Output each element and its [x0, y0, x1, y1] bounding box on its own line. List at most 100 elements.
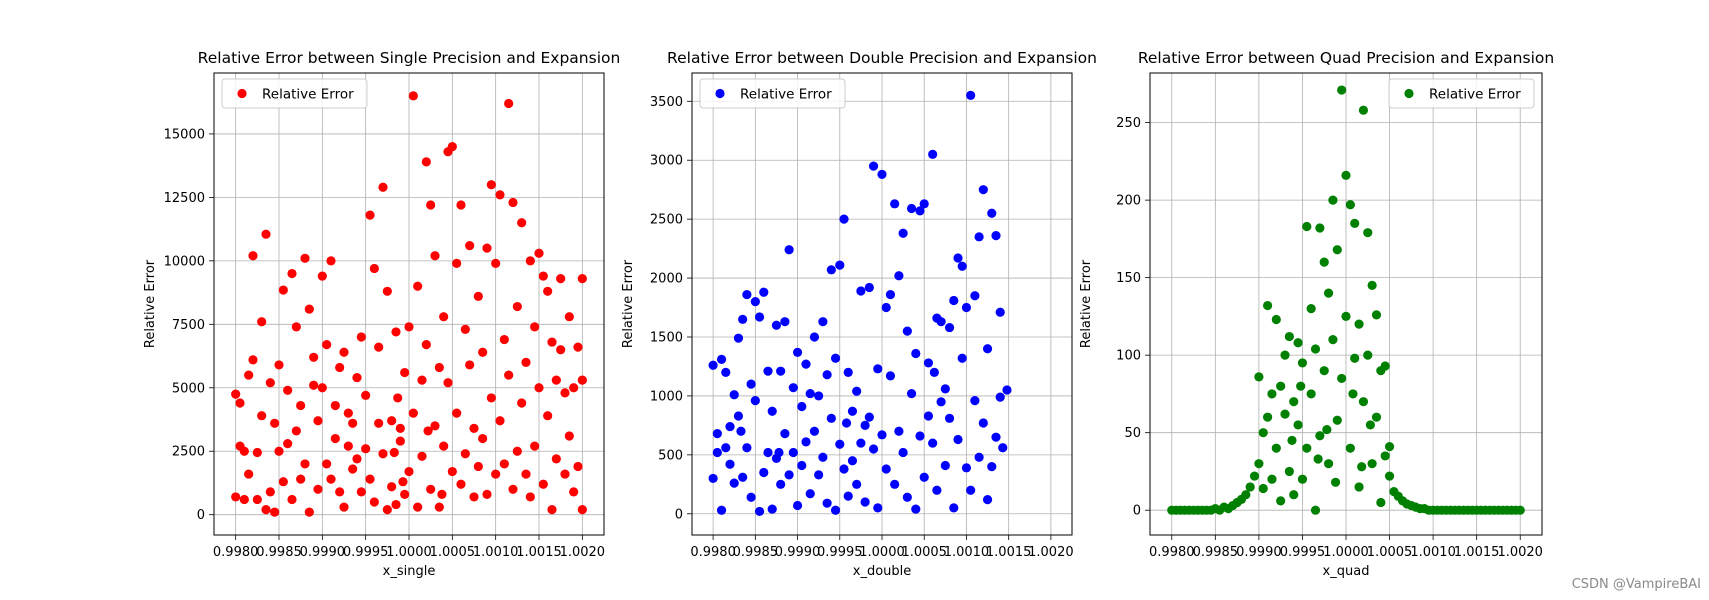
data-point	[873, 364, 883, 374]
data-point	[356, 332, 366, 342]
data-point	[417, 451, 427, 461]
data-point	[1267, 389, 1277, 399]
y-axis-label: Relative Error	[143, 259, 158, 348]
data-point	[482, 489, 492, 499]
data-point	[287, 268, 297, 279]
data-point	[995, 307, 1005, 317]
data-point	[953, 253, 963, 263]
data-point	[763, 366, 773, 376]
data-point	[839, 214, 849, 224]
data-point	[465, 360, 475, 370]
data-point	[400, 489, 410, 499]
data-point	[465, 241, 475, 251]
data-point	[443, 378, 453, 388]
x-tick-label: 1.0015	[516, 545, 562, 560]
data-point	[538, 271, 548, 281]
data-point	[387, 416, 397, 426]
y-tick-label: 2500	[172, 445, 205, 460]
data-point	[339, 347, 349, 357]
data-point	[270, 507, 280, 517]
data-point	[304, 507, 314, 517]
data-point	[923, 411, 934, 421]
y-tick-label: 0	[197, 508, 205, 523]
x-tick-label: 1.0005	[430, 545, 476, 560]
x-tick-label: 0.9980	[690, 545, 736, 560]
data-point	[1002, 385, 1012, 395]
data-point	[495, 416, 505, 426]
data-point	[343, 408, 353, 418]
data-point	[309, 380, 319, 390]
chart-title: Relative Error between Double Precision …	[667, 49, 1097, 67]
data-point	[261, 229, 271, 239]
data-point	[404, 322, 414, 332]
data-point	[712, 447, 722, 458]
x-tick-label: 1.0015	[986, 545, 1032, 560]
data-point	[771, 320, 782, 330]
x-tick-label: 1.0020	[560, 545, 606, 560]
data-point	[978, 185, 988, 195]
data-point	[738, 472, 748, 482]
legend-label: Relative Error	[1429, 87, 1521, 103]
data-point	[330, 433, 340, 444]
data-point	[940, 460, 950, 471]
data-point	[801, 359, 811, 369]
data-point	[1313, 454, 1323, 464]
data-point	[1306, 389, 1316, 399]
data-point	[508, 197, 518, 208]
data-point	[797, 460, 807, 471]
data-point	[839, 464, 849, 474]
data-point	[830, 505, 841, 515]
y-tick-label: 2500	[650, 213, 683, 228]
data-point	[708, 473, 718, 484]
data-point	[877, 169, 887, 179]
data-point	[1319, 257, 1329, 267]
data-point	[1367, 459, 1377, 469]
data-point	[300, 459, 310, 469]
data-point	[1289, 490, 1299, 500]
data-point	[856, 438, 866, 448]
data-point	[534, 383, 544, 393]
data-point	[261, 505, 271, 515]
data-point	[252, 447, 262, 458]
data-point	[944, 413, 955, 423]
data-point	[915, 431, 925, 441]
chart-title: Relative Error between Quad Precision an…	[1138, 49, 1554, 67]
data-point	[873, 503, 883, 513]
data-point	[949, 503, 959, 513]
data-point	[852, 479, 862, 489]
data-point	[244, 469, 254, 479]
data-point	[733, 411, 744, 421]
x-axis-label: x_double	[853, 564, 912, 579]
data-point	[283, 439, 293, 449]
data-point	[378, 182, 388, 192]
data-point	[1328, 195, 1338, 205]
data-point	[746, 492, 756, 502]
data-point	[460, 449, 470, 459]
data-point	[556, 345, 566, 355]
data-point	[296, 400, 306, 411]
data-point	[317, 271, 327, 281]
data-point	[822, 498, 832, 508]
data-point	[784, 245, 794, 255]
data-point	[577, 505, 587, 515]
data-point	[1358, 105, 1369, 115]
data-point	[1241, 490, 1251, 500]
data-point	[961, 463, 972, 473]
data-point	[729, 390, 739, 400]
data-point	[809, 332, 820, 342]
data-point	[365, 474, 375, 484]
data-point	[313, 416, 323, 426]
data-point	[966, 90, 976, 100]
data-point	[995, 392, 1005, 402]
data-point	[890, 199, 900, 209]
y-tick-label: 7500	[172, 318, 205, 333]
data-point	[530, 322, 540, 332]
data-point	[257, 317, 267, 327]
data-point	[235, 398, 245, 408]
data-point	[356, 487, 366, 497]
data-point	[835, 260, 845, 270]
data-point	[860, 497, 870, 507]
data-point	[1330, 477, 1341, 487]
data-point	[1365, 420, 1375, 430]
data-point	[517, 218, 527, 228]
